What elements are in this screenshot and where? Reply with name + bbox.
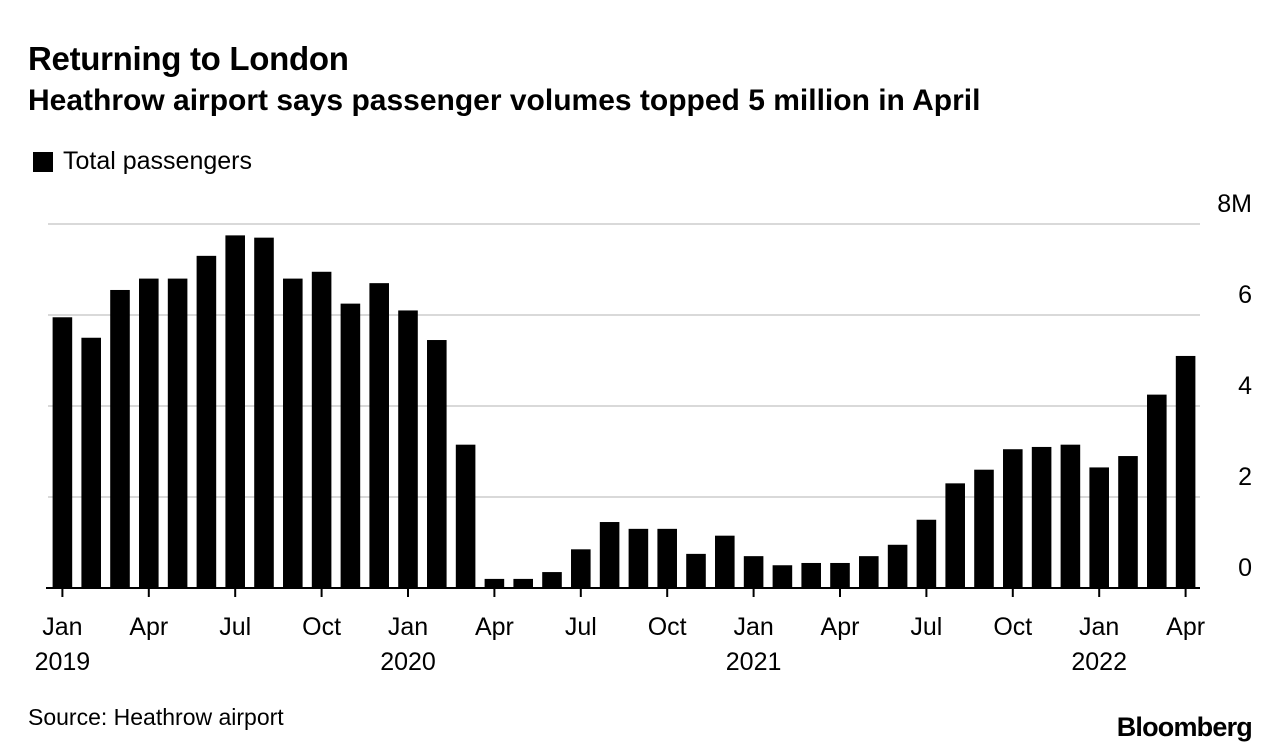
x-tick-label: Jul [565, 613, 597, 641]
bar-2020-08 [599, 522, 620, 588]
bar-2022-02 [1118, 456, 1138, 588]
brand-logo: Bloomberg [1116, 712, 1253, 742]
legend: Total passengers [33, 147, 252, 176]
bar-2021-09 [974, 469, 994, 588]
bar-2021-12 [1060, 444, 1081, 588]
bar-2022-03 [1147, 394, 1167, 588]
bar-2019-08 [254, 237, 274, 588]
y-tick-label: 4 [1238, 372, 1252, 400]
y-tick-label: 0 [1238, 554, 1252, 582]
bar-2021-04 [830, 562, 850, 588]
bar-2021-06 [887, 544, 908, 588]
x-year-label: 2019 [35, 648, 91, 676]
x-tick-label: Apr [821, 613, 860, 641]
y-tick-label: 6 [1238, 281, 1252, 309]
x-year-label: 2022 [1071, 648, 1127, 676]
bar-2021-02 [772, 565, 793, 588]
x-tick-label: Apr [475, 613, 514, 641]
bar-2020-07 [571, 549, 591, 588]
legend-label: Total passengers [63, 147, 253, 175]
bar-2019-12 [369, 283, 389, 588]
grid-lines [48, 223, 1200, 498]
chart-subtitle: Heathrow airport says passenger volumes … [28, 84, 981, 117]
legend-swatch [33, 151, 53, 172]
bar-2019-03 [110, 289, 130, 588]
bar-2019-01 [52, 317, 73, 588]
x-tick-label: Oct [993, 613, 1032, 641]
bar-2020-12 [715, 535, 735, 588]
bar-2020-04 [484, 578, 505, 588]
x-tick-label: Jan [42, 613, 82, 641]
bar-2020-01 [398, 310, 418, 588]
bar-2020-02 [427, 340, 447, 588]
x-tick-label: Jan [1079, 613, 1119, 641]
x-tick-label: Jan [388, 613, 428, 641]
bar-2021-08 [945, 483, 965, 588]
bars [52, 235, 1196, 588]
bar-2020-10 [657, 528, 677, 588]
chart-title: Returning to London [28, 40, 349, 77]
bar-2020-03 [455, 444, 476, 588]
bar-2019-10 [311, 271, 332, 588]
x-tick-label: Apr [1166, 613, 1205, 641]
x-tick-label: Oct [302, 613, 341, 641]
bar-2019-07 [225, 235, 245, 588]
axes: 0 2 4 6 8M Jan 2019 Apr Jul Oct Jan 2020 Apr Jul Oct Ja… [35, 190, 1253, 676]
bar-2020-05 [513, 578, 533, 588]
bar-2021-07 [916, 519, 937, 588]
x-tick-label: Jan [733, 613, 773, 641]
x-year-label: 2021 [726, 648, 782, 676]
x-tick-label: Jul [219, 613, 251, 641]
bar-2021-10 [1003, 449, 1023, 588]
bar-2020-11 [686, 553, 706, 588]
bar-2021-05 [859, 556, 879, 588]
bar-2021-03 [801, 562, 821, 588]
y-tick-label: 2 [1238, 463, 1252, 491]
bar-2022-04 [1175, 355, 1196, 588]
x-tick-label: Jul [910, 613, 942, 641]
bar-2021-11 [1031, 446, 1052, 588]
x-tick-label: Apr [129, 613, 168, 641]
x-tick-label: Oct [648, 613, 687, 641]
y-tick-label: 8M [1217, 190, 1252, 218]
bar-2019-04 [139, 278, 159, 588]
bar-2019-05 [167, 278, 188, 588]
bar-2022-01 [1089, 467, 1109, 588]
source-note: Source: Heathrow airport [28, 704, 284, 730]
bar-2019-11 [340, 303, 361, 588]
bar-2020-09 [628, 528, 649, 588]
bar-2021-01 [743, 556, 764, 588]
bar-2020-06 [542, 572, 562, 588]
bar-2019-02 [81, 337, 101, 588]
x-year-label: 2020 [380, 648, 436, 676]
bar-2019-06 [196, 255, 217, 588]
bar-2019-09 [283, 278, 303, 588]
